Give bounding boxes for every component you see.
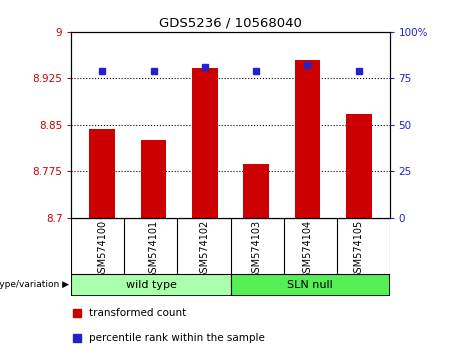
Text: GSM574104: GSM574104 <box>302 219 313 279</box>
Text: GSM574103: GSM574103 <box>251 219 261 279</box>
Text: SLN null: SLN null <box>287 280 333 290</box>
Bar <box>141 140 166 218</box>
Text: GSM574101: GSM574101 <box>148 219 159 279</box>
Bar <box>346 114 372 218</box>
Text: GSM574105: GSM574105 <box>354 219 364 279</box>
Text: GSM574100: GSM574100 <box>97 219 107 279</box>
Text: percentile rank within the sample: percentile rank within the sample <box>89 333 265 343</box>
Text: transformed count: transformed count <box>89 308 186 318</box>
Text: wild type: wild type <box>125 280 177 290</box>
FancyBboxPatch shape <box>71 274 230 296</box>
Bar <box>243 164 269 218</box>
Bar <box>295 60 320 218</box>
Title: GDS5236 / 10568040: GDS5236 / 10568040 <box>159 16 302 29</box>
FancyBboxPatch shape <box>230 274 390 296</box>
Bar <box>192 68 218 218</box>
Text: GSM574102: GSM574102 <box>200 219 210 279</box>
Text: genotype/variation ▶: genotype/variation ▶ <box>0 280 69 290</box>
Bar <box>89 129 115 218</box>
